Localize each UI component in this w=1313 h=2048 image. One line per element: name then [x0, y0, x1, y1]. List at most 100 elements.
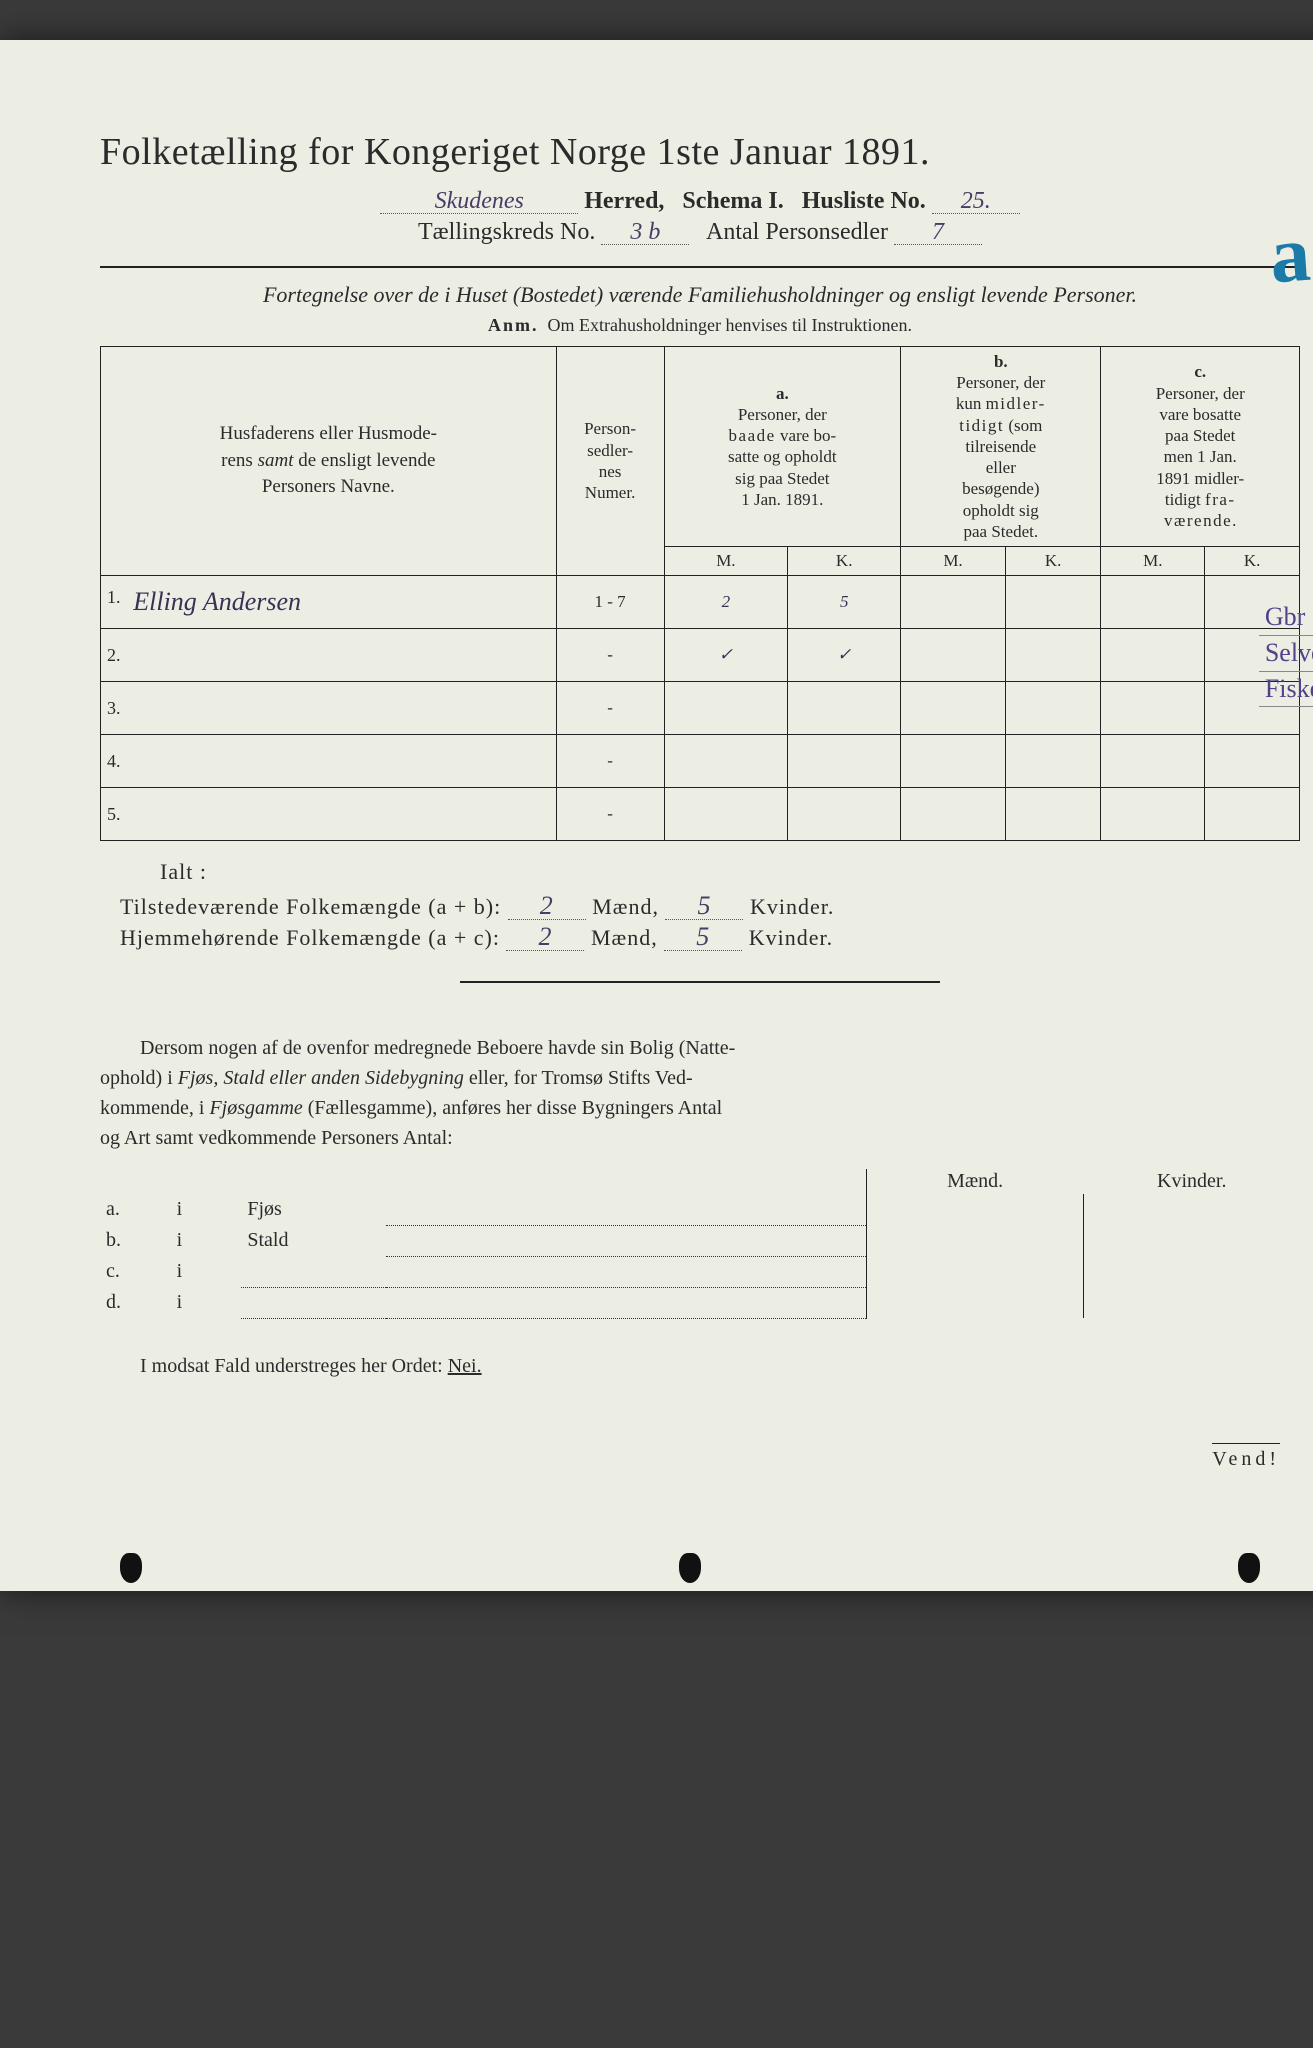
divider	[460, 981, 940, 983]
binder-hole-icon	[120, 1553, 142, 1583]
anm-text: Om Extrahusholdninger henvises til Instr…	[548, 315, 912, 335]
census-form-page: Folketælling for Kongeriget Norge 1ste J…	[0, 40, 1313, 1591]
bld-row: b. i Stald	[100, 1225, 1300, 1256]
nei-pre: I modsat Fald understreges her Ordet:	[140, 1355, 443, 1377]
binder-hole-icon	[679, 1553, 701, 1583]
bld-dots	[386, 1194, 866, 1225]
schema-label: Schema I.	[682, 188, 783, 214]
anm-line: Anm. Om Extrahusholdninger henvises til …	[100, 315, 1300, 336]
group-a-tag: a.	[776, 384, 789, 403]
maend-header: Mænd.	[866, 1169, 1083, 1194]
cell-bM	[901, 576, 1006, 629]
annotation-a: a	[1267, 209, 1313, 303]
bld-dots	[241, 1256, 866, 1287]
cell-cM	[1101, 576, 1205, 629]
divider	[100, 266, 1300, 268]
sum-kv-label: Kvinder.	[749, 925, 833, 950]
cell-bK	[1005, 576, 1101, 629]
herred-value: Skudenes	[380, 189, 578, 214]
nei-line: I modsat Fald understreges her Ordet: Ne…	[140, 1355, 1300, 1378]
cell-aK: ✓	[788, 629, 901, 682]
kreds-label: Tællingskreds No.	[418, 219, 595, 245]
bld-row: d. i	[100, 1287, 1300, 1318]
bld-dots	[386, 1225, 866, 1256]
bld-i: i	[171, 1287, 242, 1318]
header-line-2: Skudenes Herred, Schema I. Husliste No. …	[100, 188, 1300, 215]
row-name: Elling Andersen	[133, 587, 301, 616]
row-num-range: -	[556, 629, 664, 682]
husliste-label: Husliste No.	[802, 188, 926, 214]
bld-i: i	[171, 1225, 242, 1256]
herred-label: Herred,	[584, 188, 664, 214]
sum-men-label: Mænd,	[592, 894, 659, 919]
household-table: Husfaderens eller Husmode-rens samt de e…	[100, 346, 1300, 841]
husliste-value: 25.	[932, 189, 1020, 214]
row-num-range: 1 - 7	[556, 576, 664, 629]
bld-tag: a.	[100, 1194, 171, 1225]
bld-m	[866, 1194, 1083, 1225]
margin-note: Selveier	[1259, 636, 1313, 672]
bld-i: i	[171, 1256, 242, 1287]
col-names-text: Husfaderens eller Husmode-rens samt de e…	[220, 423, 437, 497]
nei-word: Nei.	[448, 1355, 482, 1377]
bld-tag: b.	[100, 1225, 171, 1256]
bld-k	[1084, 1225, 1300, 1256]
header-line-3: Tællingskreds No. 3 b Antal Personsedler…	[100, 219, 1300, 246]
cell-aK: 5	[788, 576, 901, 629]
sum-men-value: 2	[508, 893, 586, 920]
a-m: M.	[664, 547, 788, 576]
table-row: 4. -	[101, 735, 1300, 788]
bld-m	[866, 1287, 1083, 1318]
col-c-header: c. Personer, dervare bosattepaa Stedetme…	[1101, 346, 1300, 546]
row-num-range: -	[556, 735, 664, 788]
bld-row: a. i Fjøs	[100, 1194, 1300, 1225]
col-b-header: b. Personer, derkun midler-tidigt (somti…	[901, 346, 1101, 546]
bld-i: i	[171, 1194, 242, 1225]
outbuilding-table: Mænd. Kvinder. a. i Fjøs b. i Stald c. i	[100, 1169, 1300, 1319]
margin-note: Fisker	[1259, 672, 1313, 708]
bld-dots	[241, 1287, 866, 1318]
bld-k	[1084, 1287, 1300, 1318]
kvinder-header: Kvinder.	[1084, 1169, 1300, 1194]
c-m: M.	[1101, 547, 1205, 576]
row-num: 5.	[107, 804, 129, 825]
anm-prefix: Anm.	[488, 315, 539, 335]
vend-text: Vend!	[1212, 1443, 1280, 1470]
margin-notes: Gbr Selveier Fisker	[1259, 600, 1313, 707]
bld-k	[1084, 1194, 1300, 1225]
sum-kv-label: Kvinder.	[750, 894, 834, 919]
binder-hole-icon	[1238, 1553, 1260, 1583]
b-k: K.	[1005, 547, 1101, 576]
sum-men-value: 2	[506, 924, 584, 951]
group-c-tag: c.	[1194, 362, 1206, 381]
group-b-tag: b.	[994, 352, 1008, 371]
row-num: 4.	[107, 751, 129, 772]
cell-aM: 2	[664, 576, 788, 629]
antal-label: Antal Personsedler	[706, 219, 888, 245]
vend: Vend!	[100, 1448, 1300, 1471]
row-num: 2.	[107, 645, 129, 666]
outbuilding-paragraph: Dersom nogen af de ovenfor medregnede Be…	[100, 1033, 1300, 1153]
col-a-header: a. Personer, derbaade vare bo-satte og o…	[664, 346, 901, 546]
a-k: K.	[788, 547, 901, 576]
table-row: 2. - ✓ ✓	[101, 629, 1300, 682]
table-row: 3. -	[101, 682, 1300, 735]
bld-row: c. i	[100, 1256, 1300, 1287]
bld-tag: c.	[100, 1256, 171, 1287]
bld-tag: d.	[100, 1287, 171, 1318]
page-title: Folketælling for Kongeriget Norge 1ste J…	[100, 130, 1300, 174]
row-num: 3.	[107, 698, 129, 719]
sum-present: Tilstedeværende Folkemængde (a + b): 2 M…	[100, 893, 1300, 920]
sum-kv-value: 5	[665, 893, 743, 920]
table-row: 1. Elling Andersen 1 - 7 2 5	[101, 576, 1300, 629]
table-row: 5. -	[101, 788, 1300, 841]
kreds-value: 3 b	[601, 220, 689, 245]
sum-kv-value: 5	[664, 924, 742, 951]
subtitle: Fortegnelse over de i Huset (Bostedet) v…	[100, 280, 1300, 311]
ialt-label: Ialt :	[160, 859, 1300, 885]
bld-m	[866, 1225, 1083, 1256]
cell-aM: ✓	[664, 629, 788, 682]
row-num-range: -	[556, 788, 664, 841]
b-m: M.	[901, 547, 1006, 576]
sum-men-label: Mænd,	[591, 925, 658, 950]
